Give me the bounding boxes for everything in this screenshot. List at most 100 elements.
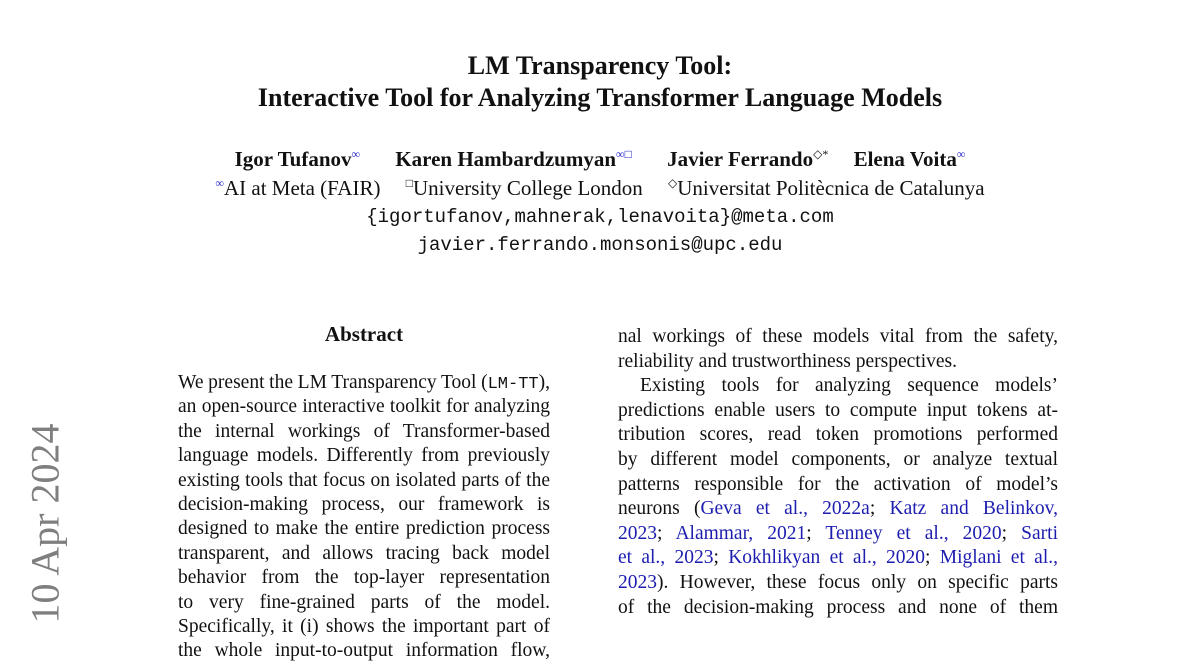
abstract-heading: Abstract	[324, 322, 404, 346]
text-segment: of the decision-making process and none …	[618, 596, 1058, 618]
text-line: language models. Differently from previo…	[178, 444, 550, 468]
text-line-content: to very fine-grained parts of the model.	[178, 591, 550, 615]
text-line-content: language models. Differently from previo…	[178, 444, 550, 468]
text-line-content: et al., 2023; Kokhlikyan et al., 2020; M…	[618, 546, 1058, 570]
citation-link[interactable]: Kokhlikyan et al., 2020	[728, 547, 926, 569]
author-affiliation-mark: ∞□	[616, 147, 632, 161]
author-affiliation-mark: ∞	[351, 147, 361, 161]
citation-link[interactable]: 2023	[618, 522, 657, 544]
text-line-content: 2023). However, these focus only on spec…	[618, 571, 1058, 595]
text-line-content: reliability and trustworthiness perspect…	[618, 350, 957, 374]
paper-title-line-1: LM Transparency Tool:	[467, 51, 733, 80]
text-line-content: Existing tools for analyzing sequence mo…	[618, 374, 1058, 398]
text-line-content: predictions enable users to compute inpu…	[618, 399, 1058, 423]
affiliation-mark: □	[405, 176, 413, 190]
text-line-content: an open-source interactive toolkit for a…	[178, 395, 550, 419]
affiliation-name: Universitat Politècnica de Catalunya	[677, 176, 985, 200]
text-segment: Specifically, it (i) shows the important…	[178, 616, 550, 637]
tool-name-code: LM-TT	[487, 375, 539, 394]
text-line-content: of the decision-making process and none …	[618, 596, 1058, 620]
text-segment: patterns responsible for the activation …	[618, 473, 1058, 495]
text-line-content: tribution scores, read token promotions …	[618, 423, 1058, 447]
citation-link[interactable]: Tenney et al., 2020	[825, 522, 1002, 544]
paper-title-line-2: Interactive Tool for Analyzing Transform…	[257, 83, 943, 112]
text-segment: behavior from the top-layer representati…	[178, 567, 550, 589]
text-segment: predictions enable users to compute inpu…	[618, 399, 1058, 421]
text-segment: the internal workings of Transformer-bas…	[178, 420, 550, 442]
arxiv-date-stamp: 10 Apr 2024	[22, 423, 68, 624]
text-line: the whole input-to-output information fl…	[178, 639, 550, 663]
email-line: {igortufanov,mahnerak,lenavoita}@meta.co…	[366, 206, 834, 228]
citation-link[interactable]: Katz and Belinkov,	[889, 498, 1059, 520]
author-name: Igor Tufanov	[234, 147, 352, 171]
citation-link[interactable]: Geva et al., 2022a	[700, 498, 870, 520]
text-line: existing tools that focus on isolated pa…	[178, 469, 550, 493]
text-line-content: nal workings of these models vital from …	[618, 325, 1058, 349]
text-line: 2023). However, these focus only on spec…	[618, 571, 1058, 595]
text-line: We present the LM Transparency Tool (LM-…	[178, 371, 550, 395]
author-name: Javier Ferrando	[667, 147, 814, 171]
text-segment: the whole input-to-output information fl…	[178, 640, 550, 662]
affiliation-mark: ∞	[215, 176, 224, 190]
text-line: Existing tools for analyzing sequence mo…	[618, 374, 1058, 398]
text-segment: decision-making process, our framework i…	[178, 494, 550, 515]
text-segment: tribution scores, read token promotions …	[618, 424, 1058, 446]
text-line-content: the internal workings of Transformer-bas…	[178, 420, 550, 444]
text-line: to very fine-grained parts of the model.	[178, 591, 550, 615]
text-line-content: existing tools that focus on isolated pa…	[178, 469, 550, 493]
text-segment: an open-source interactive toolkit for a…	[178, 396, 550, 418]
citation-link[interactable]: Sarti	[1021, 522, 1059, 544]
author-name: Karen Hambardzumyan	[395, 147, 617, 171]
text-line: transparent, and allows tracing back mod…	[178, 542, 550, 566]
text-segment: ;	[713, 547, 729, 569]
text-segment: ;	[925, 547, 940, 569]
text-segment: nal workings of these models vital from …	[618, 326, 1058, 347]
citation-link[interactable]: et al., 2023	[618, 547, 714, 569]
text-segment: ),	[538, 372, 550, 393]
text-segment: transparent, and allows tracing back mod…	[178, 542, 550, 564]
text-segment: We present the LM Transparency Tool (	[178, 372, 488, 393]
text-segment: ;	[1001, 522, 1022, 544]
author-list: Igor Tufanov∞ Karen Hambardzumyan∞□ Javi…	[0, 147, 1200, 172]
text-line: an open-source interactive toolkit for a…	[178, 395, 550, 419]
affiliation-name: AI at Meta (FAIR)	[223, 176, 381, 200]
author-affiliation-mark: ◇*	[813, 147, 829, 161]
text-line-content: the whole input-to-output information fl…	[178, 639, 550, 663]
text-line-content: designed to make the entire prediction p…	[178, 517, 550, 541]
citation-link[interactable]: 2023	[618, 572, 657, 593]
text-segment: reliability and trustworthiness perspect…	[618, 350, 958, 372]
text-line: patterns responsible for the activation …	[618, 473, 1058, 497]
text-line: designed to make the entire prediction p…	[178, 517, 550, 541]
text-line-content: transparent, and allows tracing back mod…	[178, 542, 550, 566]
text-segment: Existing tools for analyzing sequence mo…	[640, 375, 1058, 397]
text-line: reliability and trustworthiness perspect…	[618, 350, 1058, 374]
text-segment: neurons (	[618, 498, 701, 520]
text-line: of the decision-making process and none …	[618, 596, 1058, 620]
affiliation-mark: ◇	[668, 176, 678, 190]
text-line-content: We present the LM Transparency Tool (LM-…	[178, 371, 550, 397]
text-segment: language models. Differently from previo…	[178, 445, 550, 467]
text-line: neurons (Geva et al., 2022a; Katz and Be…	[618, 497, 1058, 521]
citation-link[interactable]: Alammar, 2021	[675, 522, 807, 544]
text-segment: existing tools that focus on isolated pa…	[178, 469, 550, 491]
author-name: Elena Voita	[853, 147, 957, 171]
text-line: et al., 2023; Kokhlikyan et al., 2020; M…	[618, 546, 1058, 570]
text-line: 2023; Alammar, 2021; Tenney et al., 2020…	[618, 522, 1058, 546]
affiliation-name: University College London	[412, 176, 643, 200]
text-segment: to very fine-grained parts of the model.	[178, 591, 550, 613]
text-line: the internal workings of Transformer-bas…	[178, 420, 550, 444]
text-line: Specifically, it (i) shows the important…	[178, 615, 550, 639]
citation-link[interactable]: Miglani et al.,	[939, 547, 1058, 569]
text-segment: ;	[869, 498, 890, 520]
text-line-content: neurons (Geva et al., 2022a; Katz and Be…	[618, 497, 1058, 521]
text-line: decision-making process, our framework i…	[178, 493, 550, 517]
text-segment: designed to make the entire prediction p…	[178, 518, 550, 540]
text-segment: ;	[657, 522, 676, 544]
text-segment: ;	[806, 522, 826, 544]
author-affiliation-mark: ∞	[956, 147, 966, 161]
text-segment: by different model components, or analyz…	[618, 449, 1058, 470]
text-line: behavior from the top-layer representati…	[178, 566, 550, 590]
text-line: by different model components, or analyz…	[618, 448, 1058, 472]
text-line: predictions enable users to compute inpu…	[618, 399, 1058, 423]
affiliation-list: ∞AI at Meta (FAIR) □University College L…	[0, 176, 1200, 201]
